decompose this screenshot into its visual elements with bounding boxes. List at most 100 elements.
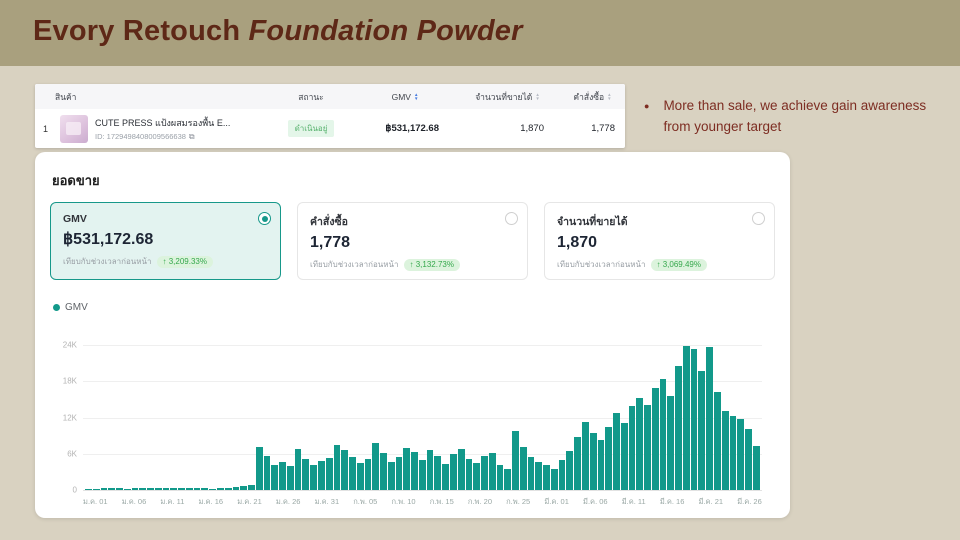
gmv-bar: [411, 451, 418, 490]
metric-compare-row: เทียบกับช่วงเวลาก่อนหน้า ↑ 3,132.73%: [310, 258, 515, 271]
metric-label: GMV: [63, 213, 87, 225]
gmv-bar: [512, 430, 519, 490]
metric-value: 1,870: [557, 234, 598, 251]
gmv-bar: [333, 445, 341, 490]
gmv-bar: [457, 448, 465, 490]
y-tick-label: 12K: [62, 413, 77, 422]
column-header-sold[interactable]: จำนวนที่ขายได้ ▲ ▼: [455, 90, 560, 104]
gmv-bar: [488, 452, 496, 490]
gmv-bar: [752, 445, 760, 490]
metric-cards-row: GMV ฿531,172.68 เทียบกับช่วงเวลาก่อนหน้า…: [50, 202, 775, 280]
gmv-bar: [209, 488, 217, 490]
x-tick-label: ม.ค. 16: [198, 497, 224, 506]
column-header-gmv-label: GMV: [391, 91, 411, 102]
gmv-bar: [139, 488, 147, 490]
gmv-bar: [535, 461, 543, 490]
gmv-bar: [620, 422, 628, 490]
gmv-bar: [473, 462, 481, 490]
gmv-bar: [201, 488, 209, 490]
gmv-cell: ฿531,172.68: [385, 123, 439, 134]
gmv-bar: [527, 456, 535, 490]
gmv-bar: [543, 465, 550, 490]
gmv-bar: [232, 487, 240, 490]
gmv-bar: [698, 370, 706, 490]
table-header-row: สินค้า สถานะ GMV ▲ ▼ จำนวนที่ขายได้ ▲ ▼ คำสั…: [35, 84, 625, 109]
copy-icon[interactable]: ⧉: [188, 131, 195, 141]
radio-unselected-icon[interactable]: [505, 212, 518, 225]
change-badge: ↑ 3,132.73%: [403, 258, 460, 271]
product-name[interactable]: CUTE PRESS แป้งผสมรองพื้น E...: [95, 117, 231, 128]
sort-icon-gmv[interactable]: ▲ ▼: [413, 91, 419, 101]
gmv-bar: [582, 422, 589, 490]
gmv-bar: [628, 406, 636, 490]
sales-card-title: ยอดขาย: [52, 173, 100, 188]
column-header-sold-label: จำนวนที่ขายได้: [475, 91, 533, 102]
gmv-bar: [116, 488, 123, 490]
radio-unselected-icon[interactable]: [752, 212, 765, 225]
y-tick-label: 18K: [62, 376, 77, 386]
gmv-bar: [123, 488, 131, 490]
bullet-icon: ●: [644, 101, 650, 111]
gmv-bar: [224, 487, 232, 490]
metric-card-orders[interactable]: คำสั่งซื้อ 1,778 เทียบกับช่วงเวลาก่อนหน้…: [297, 202, 528, 280]
gmv-bar: [558, 460, 566, 490]
gmv-bar: [193, 488, 201, 490]
table-row: 1 CUTE PRESS แป้งผสมรองพื้น E... ID: 172…: [35, 109, 625, 148]
column-header-gmv[interactable]: GMV ▲ ▼: [355, 92, 455, 102]
gridline: [83, 453, 762, 455]
product-id: ID: 1729498408009566638 ⧉: [95, 132, 230, 142]
compare-label: เทียบกับช่วงเวลาก่อนหน้า: [310, 260, 399, 269]
gmv-bar: [380, 453, 387, 490]
gmv-bar-chart: 24K 18K 12K 6K 0: [63, 341, 762, 495]
gmv-bar: [364, 459, 372, 490]
gmv-bar: [574, 437, 581, 490]
gmv-bar: [147, 487, 154, 490]
legend-label: GMV: [65, 302, 88, 313]
gmv-bar: [395, 456, 403, 490]
x-tick-label: มี.ค. 21: [698, 497, 724, 506]
metric-compare-row: เทียบกับช่วงเวลาก่อนหน้า ↑ 3,069.49%: [557, 258, 762, 271]
chart-bars: [83, 345, 762, 490]
gmv-bar: [449, 454, 457, 490]
gmv-bar: [589, 432, 597, 490]
sold-cell: 1,870: [520, 123, 544, 134]
row-index: 1: [43, 123, 49, 134]
gmv-bar: [294, 448, 302, 490]
gmv-bar: [442, 464, 449, 490]
gmv-bar: [310, 464, 317, 490]
x-tick-label: ก.พ. 15: [429, 497, 454, 506]
sort-icon-orders[interactable]: ▲ ▼: [607, 91, 612, 101]
gmv-bar: [644, 404, 651, 490]
gmv-bar: [162, 488, 170, 490]
slide-title: Evory Retouch Foundation Powder: [33, 15, 523, 48]
x-tick-label: ม.ค. 01: [83, 497, 108, 506]
gmv-bar: [597, 439, 605, 490]
x-tick-label: ม.ค. 11: [160, 497, 185, 506]
gmv-bar: [349, 456, 356, 490]
gmv-bar: [372, 442, 380, 490]
gmv-bar: [325, 457, 333, 490]
sort-icon-sold[interactable]: ▲ ▼: [535, 91, 540, 101]
metric-card-gmv[interactable]: GMV ฿531,172.68 เทียบกับช่วงเวลาก่อนหน้า…: [50, 202, 281, 280]
gmv-bar: [100, 488, 108, 490]
compare-label: เทียบกับช่วงเวลาก่อนหน้า: [63, 257, 152, 266]
gmv-bar: [263, 456, 271, 490]
chart-x-labels: ม.ค. 01 ม.ค. 06 ม.ค. 11 ม.ค. 16 ม.ค. 21 ม.ค. …: [83, 496, 762, 508]
legend-dot-icon: [53, 304, 60, 311]
gmv-bar: [240, 486, 248, 490]
gmv-bar: [504, 468, 512, 490]
gmv-bar: [403, 447, 411, 490]
x-tick-label: ม.ค. 31: [314, 497, 340, 506]
radio-selected-icon[interactable]: [258, 212, 271, 225]
metric-card-sold[interactable]: จำนวนที่ขายได้ 1,870 เทียบกับช่วงเวลาก่อ…: [544, 202, 775, 280]
gmv-bar: [341, 449, 349, 490]
gmv-bar: [434, 456, 442, 490]
gmv-bar: [550, 468, 558, 490]
product-image: [60, 114, 88, 143]
column-header-orders[interactable]: คำสั่งซื้อ ▲ ▼: [560, 90, 625, 104]
y-tick-label: 0: [72, 485, 77, 495]
column-header-product-label: สินค้า: [55, 91, 77, 102]
metric-value: 1,778: [310, 234, 351, 251]
gmv-bar: [659, 379, 667, 490]
slide-title-italic: Foundation Powder: [248, 15, 523, 47]
